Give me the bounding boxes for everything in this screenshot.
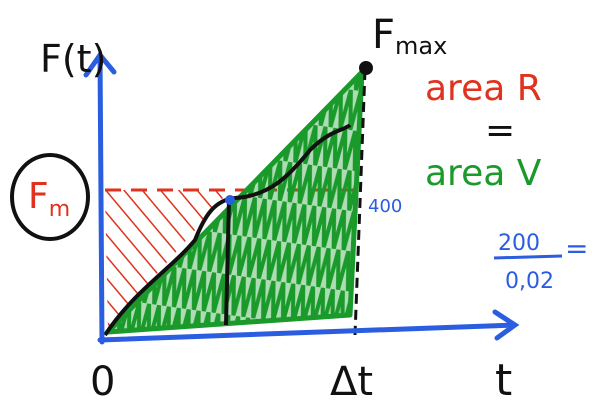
equals: = — [485, 110, 515, 151]
fm-label: Fm — [28, 176, 70, 222]
y-axis-label: F(t) — [40, 37, 106, 81]
fm-sub: m — [49, 197, 70, 222]
fmax-label: Fmax — [372, 12, 447, 60]
delta-t-label: Δt — [330, 359, 373, 405]
point — [225, 195, 235, 205]
area-r-label: area R — [425, 68, 542, 109]
fraction-bar — [494, 256, 562, 258]
numerator: 200 — [498, 231, 540, 256]
fraction-equals: = — [565, 232, 588, 265]
fmax-sub: max — [395, 32, 447, 60]
area-v-label: area V — [425, 153, 542, 194]
value-mark: 400 — [368, 196, 402, 217]
origin-label: 0 — [90, 359, 115, 405]
fm-main: F — [28, 176, 49, 217]
fmax-point — [359, 61, 373, 75]
denominator: 0,02 — [505, 269, 554, 294]
x-axis-label: t — [495, 355, 512, 406]
fmax-main: F — [372, 12, 395, 58]
sketch: F(t) 0 Δt t Fmax Fm 400 area R = area V … — [0, 0, 596, 406]
